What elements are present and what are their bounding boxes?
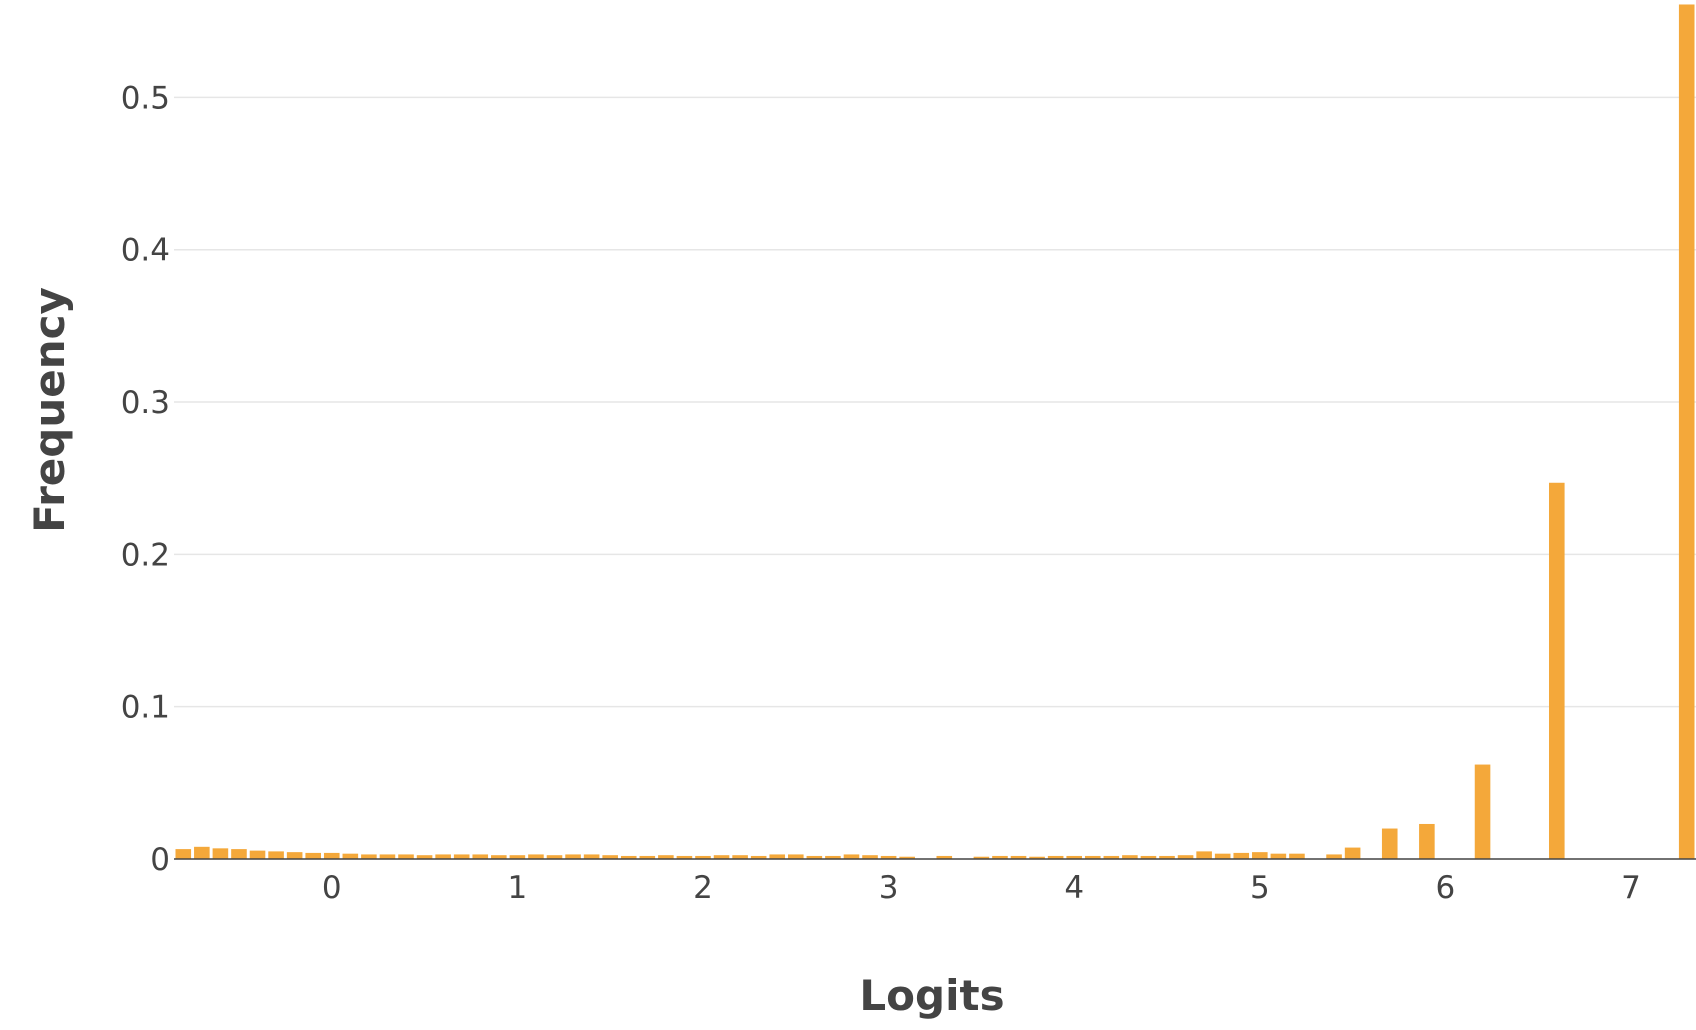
histogram-bar-15[interactable] [453,854,470,859]
histogram-bar-25[interactable] [639,855,656,859]
histogram-bar-19[interactable] [528,854,544,859]
histogram-bar-53[interactable] [1196,851,1212,859]
histogram-bar-6[interactable] [286,852,303,859]
y-tick-label-3: 0.3 [121,385,170,421]
histogram-bar-44[interactable] [1029,856,1045,859]
y-tick-label-4: 0.4 [121,233,170,269]
histogram-bar-46[interactable] [1066,855,1083,859]
histogram-bar-64[interactable] [1548,482,1565,859]
histogram-bar-45[interactable] [1047,855,1064,859]
y-tick-label-5: 0.5 [121,80,170,116]
x-axis-ticks: 0 1 2 3 4 5 6 7 [322,870,1641,906]
histogram-bar-8[interactable] [323,852,340,859]
x-axis-title: Logits [859,971,1004,1020]
histogram-bar-0[interactable] [175,849,192,859]
histogram-bar-41[interactable] [973,856,990,859]
histogram-bar-23[interactable] [602,855,618,859]
histogram-bar-17[interactable] [491,855,507,859]
histogram-bar-31[interactable] [750,855,767,859]
histogram-bar-4[interactable] [249,850,266,859]
histogram-bar-7[interactable] [305,852,322,859]
histogram-bar-48[interactable] [1103,855,1120,859]
histogram-bar-57[interactable] [1270,853,1287,859]
histogram-bar-51[interactable] [1159,855,1175,859]
histogram-bar-28[interactable] [695,855,711,859]
y-tick-label-0: 0 [150,842,170,878]
histogram-bar-35[interactable] [825,855,841,859]
histogram-bar-10[interactable] [361,854,377,859]
histogram-bar-2[interactable] [212,848,229,859]
x-tick-label-4: 4 [1064,870,1084,906]
histogram-bar-14[interactable] [435,854,451,859]
histogram-bar-58[interactable] [1289,853,1305,859]
y-axis-title: Frequency [25,287,74,533]
histogram-bar-5[interactable] [268,851,284,859]
histogram-bar-20[interactable] [546,855,563,859]
histogram-bar-37[interactable] [862,855,878,859]
histogram-bar-30[interactable] [732,855,748,859]
histogram-bar-56[interactable] [1252,852,1268,859]
histogram-bar-36[interactable] [843,854,860,859]
histogram-bar-39[interactable] [899,856,915,859]
histogram-bar-21[interactable] [565,854,581,859]
histogram-bar-22[interactable] [583,854,600,859]
histogram-bar-13[interactable] [416,855,433,859]
histogram-bar-32[interactable] [769,854,786,859]
y-tick-label-1: 0.1 [121,690,170,726]
histogram-bar-40[interactable] [936,855,953,859]
histogram-bar-42[interactable] [992,855,1008,859]
histogram-bars [175,4,1695,859]
x-tick-label-5: 5 [1250,870,1270,906]
histogram-bar-18[interactable] [509,855,526,859]
gridlines [174,96,1696,708]
x-tick-label-3: 3 [879,870,899,906]
histogram-bar-27[interactable] [676,855,693,859]
histogram-bar-50[interactable] [1140,855,1157,859]
histogram-bar-43[interactable] [1010,855,1027,859]
x-tick-label-7: 7 [1621,870,1641,906]
histogram-bar-9[interactable] [342,853,359,859]
histogram-bar-16[interactable] [472,854,489,859]
x-tick-label-2: 2 [693,870,713,906]
histogram-bar-47[interactable] [1084,855,1101,859]
y-tick-label-2: 0.2 [121,537,170,573]
histogram-bar-12[interactable] [398,854,414,859]
histogram-bar-59[interactable] [1326,854,1342,859]
x-tick-label-1: 1 [508,870,528,906]
histogram-bar-26[interactable] [658,855,674,859]
histogram-bar-3[interactable] [231,849,247,859]
x-tick-label-0: 0 [322,870,342,906]
y-axis-ticks: 0 0.1 0.2 0.3 0.4 0.5 [121,80,170,878]
histogram-bar-34[interactable] [806,855,823,859]
histogram-bar-38[interactable] [880,855,897,859]
histogram-bar-29[interactable] [713,855,730,859]
histogram-bar-61[interactable] [1381,828,1398,859]
histogram-bar-62[interactable] [1419,823,1435,859]
histogram-bar-33[interactable] [787,854,804,859]
histogram-bar-65[interactable] [1678,4,1695,859]
histogram-bar-49[interactable] [1122,855,1138,859]
histogram-bar-11[interactable] [379,854,396,859]
histogram-bar-60[interactable] [1344,847,1361,859]
histogram-bar-63[interactable] [1474,764,1491,859]
histogram-bar-55[interactable] [1233,852,1250,859]
histogram-bar-24[interactable] [620,855,637,859]
histogram-bar-52[interactable] [1177,855,1194,859]
histogram-bar-1[interactable] [194,846,210,859]
x-tick-label-6: 6 [1436,870,1456,906]
histogram-bar-54[interactable] [1214,853,1231,859]
